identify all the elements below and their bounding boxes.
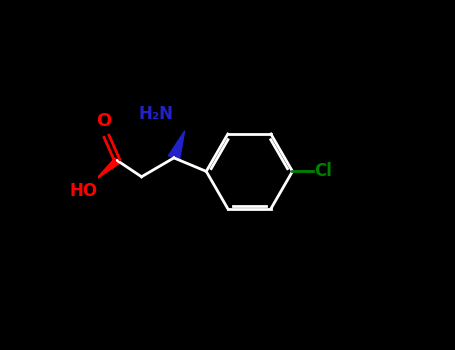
Text: H₂N: H₂N bbox=[139, 105, 174, 123]
Text: HO: HO bbox=[70, 182, 98, 200]
Polygon shape bbox=[168, 131, 185, 160]
Polygon shape bbox=[96, 158, 120, 180]
Text: O: O bbox=[96, 112, 111, 130]
Text: Cl: Cl bbox=[314, 162, 332, 180]
